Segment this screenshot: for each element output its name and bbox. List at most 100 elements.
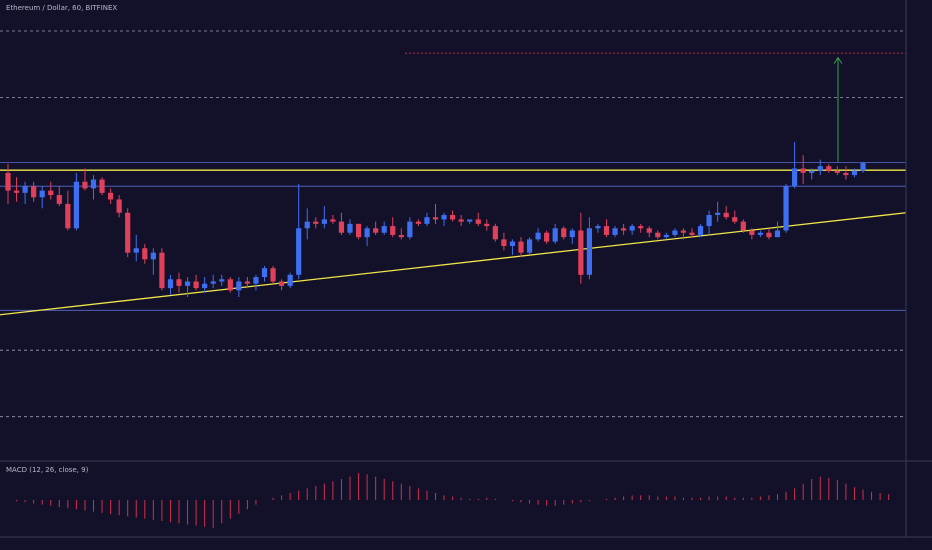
candle-body xyxy=(150,252,156,260)
chart-title: Ethereum / Dollar, 60, BITFINEX xyxy=(6,4,117,12)
candle-body xyxy=(5,172,11,191)
candle-body xyxy=(740,221,746,231)
candle-body xyxy=(672,230,678,235)
candle-body xyxy=(732,217,738,222)
candle-body xyxy=(355,223,362,238)
candle-body xyxy=(475,219,481,224)
candle-body xyxy=(142,248,148,260)
candle-body xyxy=(347,223,353,233)
target-arrow-head xyxy=(833,56,843,64)
candle-body xyxy=(193,281,199,289)
candle-body xyxy=(586,228,592,275)
candle-body xyxy=(621,228,627,231)
candle-body xyxy=(279,281,285,286)
candle-body xyxy=(612,228,618,235)
candle-body xyxy=(749,230,755,235)
candle-body xyxy=(321,219,327,224)
candle-body xyxy=(390,226,396,235)
candle-body xyxy=(82,181,88,189)
candle-body xyxy=(227,279,233,291)
candle-body xyxy=(526,239,533,253)
candle-body xyxy=(99,179,105,193)
candle-body xyxy=(535,232,541,240)
candle-body xyxy=(851,170,858,176)
candle-body xyxy=(22,186,28,193)
candle-body xyxy=(432,217,439,220)
candle-body xyxy=(809,170,815,173)
support-trendline xyxy=(0,212,907,316)
candle-body xyxy=(73,181,79,229)
candle-body xyxy=(441,214,447,220)
candle-body xyxy=(424,217,430,224)
candle-body xyxy=(287,274,293,286)
candle-body xyxy=(415,221,421,224)
candle-body xyxy=(381,226,387,233)
candle-body xyxy=(595,226,601,229)
candle-body xyxy=(518,241,524,253)
candle-body xyxy=(244,281,250,284)
candle-body xyxy=(680,230,687,233)
candle-body xyxy=(159,252,165,289)
candle-body xyxy=(65,203,71,229)
candle-body xyxy=(663,234,669,238)
candle-body xyxy=(270,268,276,282)
candle-body xyxy=(125,212,131,253)
candle-body xyxy=(253,277,259,284)
candle-body xyxy=(398,234,404,238)
candle-body xyxy=(792,168,798,187)
candle-body xyxy=(715,212,721,215)
candle-body xyxy=(834,170,840,173)
candle-body xyxy=(509,241,516,247)
candle-body xyxy=(774,230,781,238)
candle-body xyxy=(210,281,216,284)
candle-body xyxy=(450,214,456,220)
candle-body xyxy=(638,226,644,229)
candle-body xyxy=(116,199,122,213)
candle-body xyxy=(458,219,464,222)
candle-body xyxy=(167,279,174,289)
candle-body xyxy=(13,190,20,193)
candle-body xyxy=(330,219,336,222)
candle-body xyxy=(108,192,114,200)
candle-body xyxy=(90,179,97,189)
candle-body xyxy=(202,283,208,289)
candle-body xyxy=(313,221,319,224)
candle-body xyxy=(552,228,558,242)
candle-body xyxy=(501,239,507,247)
candle-body xyxy=(689,232,695,235)
candle-body xyxy=(373,228,379,233)
candle-body xyxy=(48,190,54,196)
candle-body xyxy=(757,232,763,235)
candle-body xyxy=(578,230,584,275)
candle-body xyxy=(304,221,310,229)
candle-body xyxy=(603,226,610,235)
candle-body xyxy=(843,172,849,176)
candle-body xyxy=(817,166,823,171)
candle-body xyxy=(800,168,806,173)
candle-body xyxy=(646,228,652,233)
macd-label: MACD (12, 26, close, 9) xyxy=(6,466,89,474)
candle-body xyxy=(467,219,473,222)
candle-body xyxy=(783,186,789,231)
target-arrow-group xyxy=(833,56,843,162)
candle-body xyxy=(56,195,62,204)
macd-pane xyxy=(16,473,890,528)
candle-body xyxy=(219,279,225,282)
candlesticks xyxy=(5,141,866,297)
candle-body xyxy=(364,228,370,238)
candle-body xyxy=(655,232,661,238)
candle-body xyxy=(826,166,832,171)
candle-body xyxy=(492,226,498,240)
candle-body xyxy=(184,281,191,286)
candle-body xyxy=(176,279,182,286)
candle-body xyxy=(39,190,45,198)
candle-body xyxy=(569,230,575,238)
candle-body xyxy=(561,228,567,238)
candle-body xyxy=(31,186,37,198)
candle-body xyxy=(766,232,772,238)
candle-body xyxy=(860,162,866,171)
price-axis-panel xyxy=(906,0,932,550)
